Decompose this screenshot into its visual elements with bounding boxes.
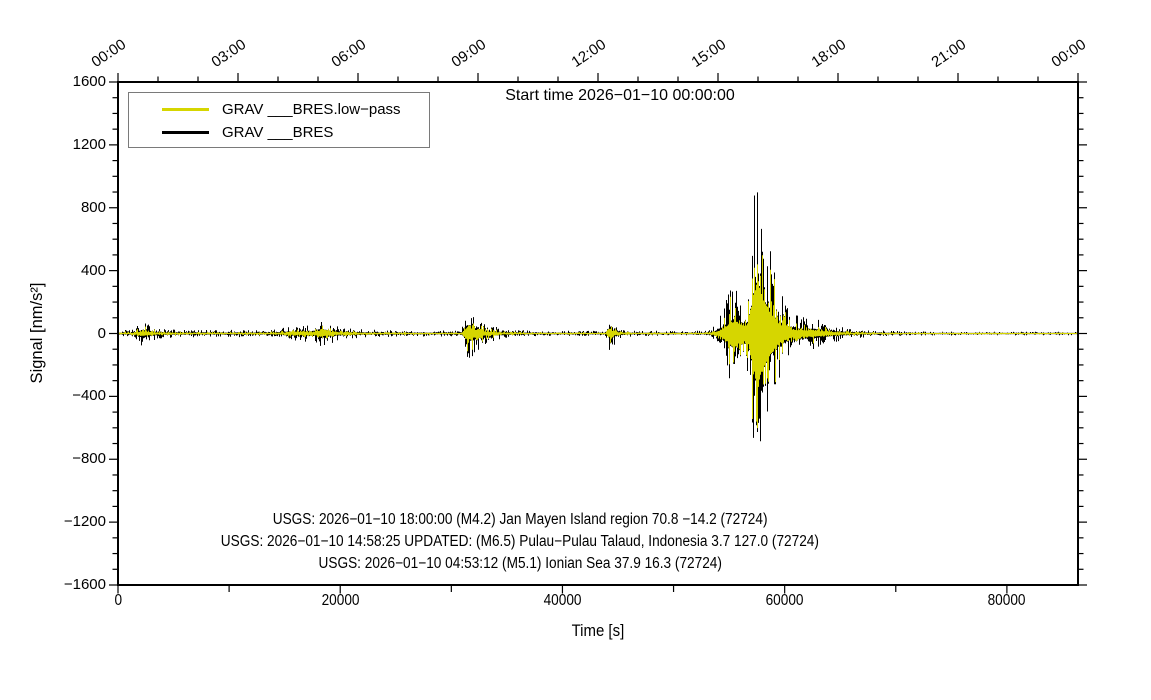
plot-title: Start time 2026−01−10 00:00:00 xyxy=(505,87,735,104)
left-tick-label: −400 xyxy=(72,387,106,405)
left-tick-label: −1600 xyxy=(63,576,106,593)
left-tick-label: 1600 xyxy=(72,73,106,90)
usgs-annotation-text: USGS: 2026−01−10 18:00:00 (M4.2) Jan May… xyxy=(272,511,768,528)
bottom-tick-label: 60000 xyxy=(735,592,835,610)
plot-frame xyxy=(117,81,1079,586)
usgs-annotation-line: USGS: 2026−01−10 04:53:12 (M5.1) Ionian … xyxy=(0,553,1040,575)
legend-entry: GRAV ___BRES.low−pass xyxy=(129,98,429,121)
left-tick-label: 1200 xyxy=(72,135,106,153)
bottom-tick-label: 20000 xyxy=(290,592,390,610)
bottom-tick-label: 0 xyxy=(68,592,168,610)
usgs-annotation-line: USGS: 2026−01−10 14:58:25 UPDATED: (M6.5… xyxy=(0,531,1040,553)
lowpass-signal-trace xyxy=(118,255,1078,429)
left-tick-label: 400 xyxy=(80,261,106,279)
legend-label: GRAV ___BRES xyxy=(222,124,334,141)
x-axis-label-text: Time [s] xyxy=(571,621,625,640)
left-tick-label: 0 xyxy=(97,324,106,342)
bottom-tick-label-text: 40000 xyxy=(543,592,582,609)
left-tick-label: −1200 xyxy=(63,513,106,531)
left-tick-label: −800 xyxy=(72,450,106,468)
bottom-tick-label-text: 0 xyxy=(114,592,122,609)
usgs-annotation-line: USGS: 2026−01−10 18:00:00 (M4.2) Jan May… xyxy=(0,509,1040,531)
legend-line-swatch xyxy=(162,108,209,111)
legend-box: GRAV ___BRES.low−pass GRAV ___BRES xyxy=(128,92,430,148)
left-tick-label: 800 xyxy=(80,198,106,216)
bottom-tick-label: 80000 xyxy=(957,592,1057,610)
bottom-tick-label-text: 20000 xyxy=(321,592,360,609)
usgs-annotation-text: USGS: 2026−01−10 14:58:25 UPDATED: (M6.5… xyxy=(220,533,820,550)
x-axis-label: Time [s] xyxy=(498,621,698,641)
usgs-annotation-text: USGS: 2026−01−10 04:53:12 (M5.1) Ionian … xyxy=(318,555,722,572)
bottom-tick-label-text: 60000 xyxy=(765,592,804,609)
legend-line-swatch xyxy=(162,131,209,134)
bottom-tick-label-text: 80000 xyxy=(987,592,1026,609)
legend-entry: GRAV ___BRES xyxy=(129,121,429,144)
raw-signal-trace xyxy=(118,192,1078,442)
bottom-tick-label: 40000 xyxy=(512,592,612,610)
legend-label: GRAV ___BRES.low−pass xyxy=(222,101,401,118)
